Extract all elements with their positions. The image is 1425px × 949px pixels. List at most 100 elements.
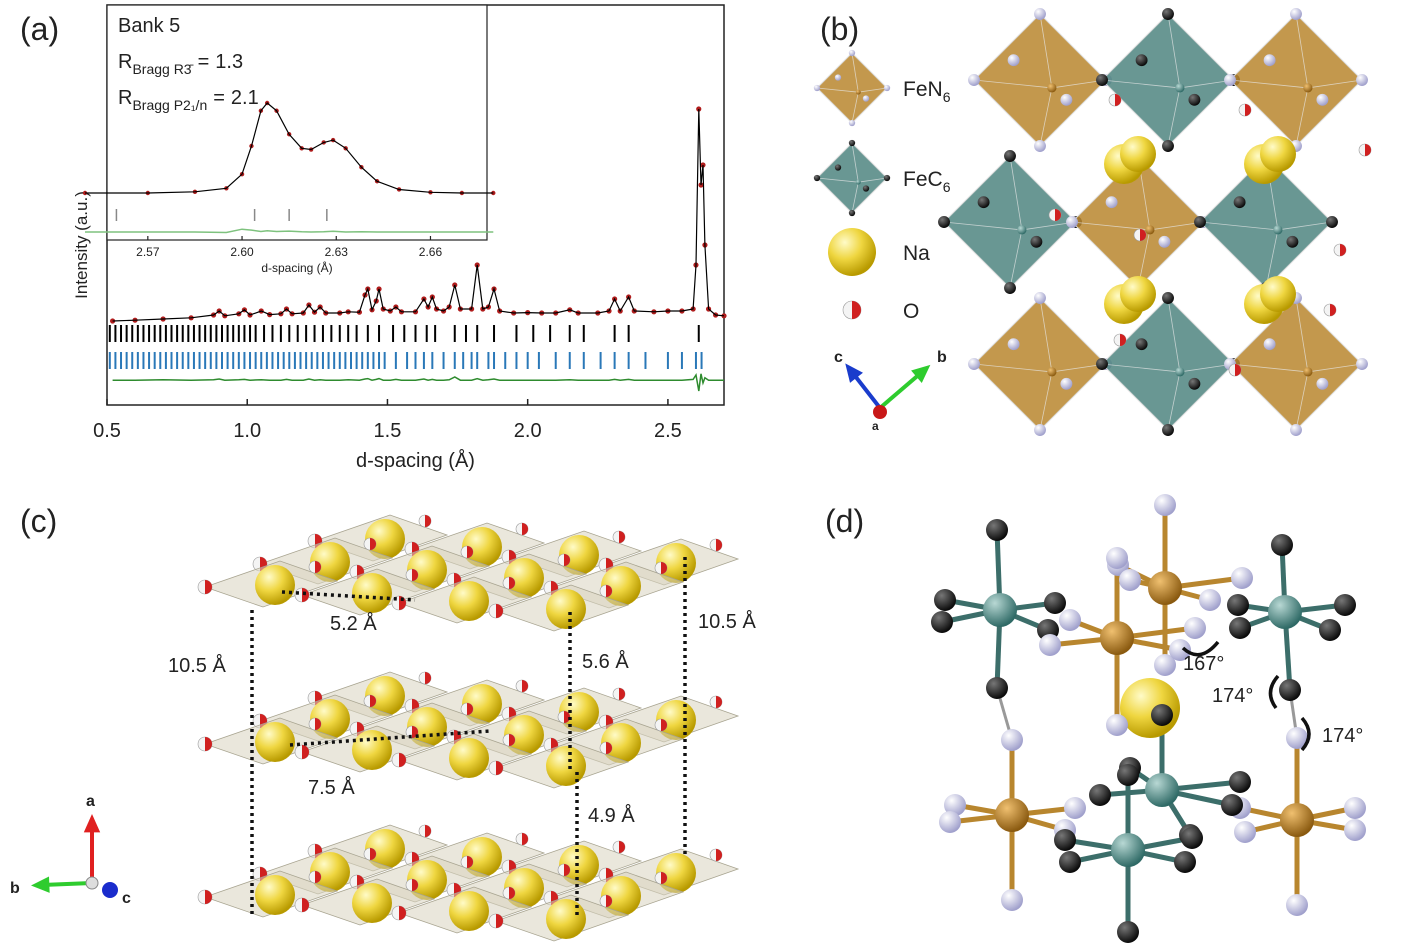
ligand-atom <box>1034 424 1046 436</box>
panel-c: 5.2 Å 10.5 Å 5.6 Å 10.5 Å 7.5 Å 4.9 Å a b c <box>10 514 756 942</box>
sodium-atom <box>255 875 295 915</box>
ligand-atom <box>934 589 956 611</box>
r-relation: = <box>198 51 210 73</box>
ligand-atom <box>1224 74 1236 86</box>
ligand-atom <box>1286 894 1308 916</box>
ligand-atom <box>944 794 966 816</box>
sodium-atom <box>255 565 295 605</box>
ligand-atom <box>1096 74 1108 86</box>
panel-a: 0.5 1.0 1.5 2.0 2.5 d-spacing (Å) Intensity (a… <box>72 4 727 472</box>
sodium-atom <box>601 876 641 916</box>
difference-line <box>85 228 494 234</box>
sodium-atom <box>407 860 447 900</box>
octahedron-edge <box>1167 13 1181 88</box>
octahedron-edge <box>1071 221 1150 231</box>
sodium-atom <box>1260 276 1296 312</box>
ligand-atom <box>1001 889 1023 911</box>
sodium-atom <box>546 746 586 786</box>
ligand-atom <box>1064 797 1086 819</box>
oxygen-half <box>606 585 612 597</box>
ligand-atom <box>1181 827 1203 849</box>
octahedron-edge <box>1039 371 1053 431</box>
ligand-atom <box>813 84 821 92</box>
oxygen-half <box>1235 364 1241 376</box>
oxygen-half <box>1055 209 1061 221</box>
angle-label: 174° <box>1322 725 1363 747</box>
oxygen-half <box>205 890 212 904</box>
sodium-atom <box>365 519 405 559</box>
oxygen-half <box>1120 334 1126 346</box>
ligand-atom <box>1356 74 1368 86</box>
legend-label: O <box>903 300 919 323</box>
oxygen-half <box>606 895 612 907</box>
iron-atom <box>1047 83 1057 93</box>
ligand-atom <box>1034 292 1046 304</box>
ligand-atom <box>1316 93 1329 106</box>
sodium-atom <box>504 558 544 598</box>
octahedron-edge <box>1167 371 1181 431</box>
ligand-atom <box>1174 851 1196 873</box>
arrow-head <box>83 814 101 833</box>
legend-text: FeC <box>903 168 943 191</box>
legend-label: FeC6 <box>903 168 951 195</box>
ligand-atom <box>1066 216 1078 228</box>
oxygen-half <box>509 577 515 589</box>
ligand-atom <box>1188 93 1201 106</box>
ligand-atom <box>1316 377 1329 390</box>
distance-label: 10.5 Å <box>698 610 756 633</box>
x-axis-label: d-spacing (Å) <box>356 449 475 472</box>
iron-atom <box>1175 367 1185 377</box>
iron-atom <box>1047 367 1057 377</box>
octahedron-edge <box>1307 363 1363 373</box>
oxygen-half <box>606 742 612 754</box>
sodium-atom <box>656 700 696 740</box>
x-tick-label: 2.5 <box>654 420 682 442</box>
oxygen-half <box>370 538 376 550</box>
ligand-atom <box>1199 589 1221 611</box>
ligand-atom <box>1054 829 1076 851</box>
oxygen-half <box>509 887 515 899</box>
ligand-atom <box>1154 654 1176 676</box>
y-axis-label: Intensity (a.u.) <box>72 191 91 299</box>
octahedron <box>1229 13 1363 147</box>
iron-atom <box>983 593 1017 627</box>
sodium-atom <box>462 684 502 724</box>
iron-atom <box>1175 83 1185 93</box>
ligand-atom <box>977 196 990 209</box>
ligand-atom <box>883 84 891 92</box>
arrow-head <box>911 364 931 383</box>
octahedron <box>973 297 1107 431</box>
iron-atom <box>1148 571 1182 605</box>
r-symbol: R <box>118 87 132 109</box>
ligand-atom <box>1344 797 1366 819</box>
ligand-atom <box>1356 358 1368 370</box>
angle-arc <box>1181 640 1220 657</box>
axis-label: b <box>937 349 947 366</box>
sodium-atom <box>828 228 876 276</box>
r-subscript: Bragg P2₁/n <box>132 97 207 113</box>
x-tick-label: 2.66 <box>419 245 443 259</box>
oxygen-half <box>315 561 321 573</box>
oxygen-half <box>564 864 570 876</box>
ligand-atom <box>1007 338 1020 351</box>
ligand-atom <box>1286 727 1308 749</box>
distance-label: 4.9 Å <box>588 804 635 827</box>
ligand-atom <box>986 519 1008 541</box>
sodium-atom <box>1120 276 1156 312</box>
x-tick-label: 2.60 <box>230 245 254 259</box>
octahedron <box>973 13 1107 147</box>
oxygen-half <box>496 761 503 775</box>
ligand-atom <box>986 677 1008 699</box>
sodium-atom <box>1120 678 1180 738</box>
angle-label: 174° <box>1212 685 1253 707</box>
oxygen-half <box>619 531 625 543</box>
sodium-atom <box>601 723 641 763</box>
octahedron-edge <box>1009 229 1023 289</box>
axis-label: a <box>86 793 95 810</box>
x-tick-label: 1.0 <box>233 420 261 442</box>
oxygen-half <box>1140 229 1146 241</box>
arrow-head <box>845 363 863 383</box>
octahedron-edge <box>851 52 859 93</box>
oxygen-half <box>399 596 406 610</box>
ligand-atom <box>1162 292 1174 304</box>
